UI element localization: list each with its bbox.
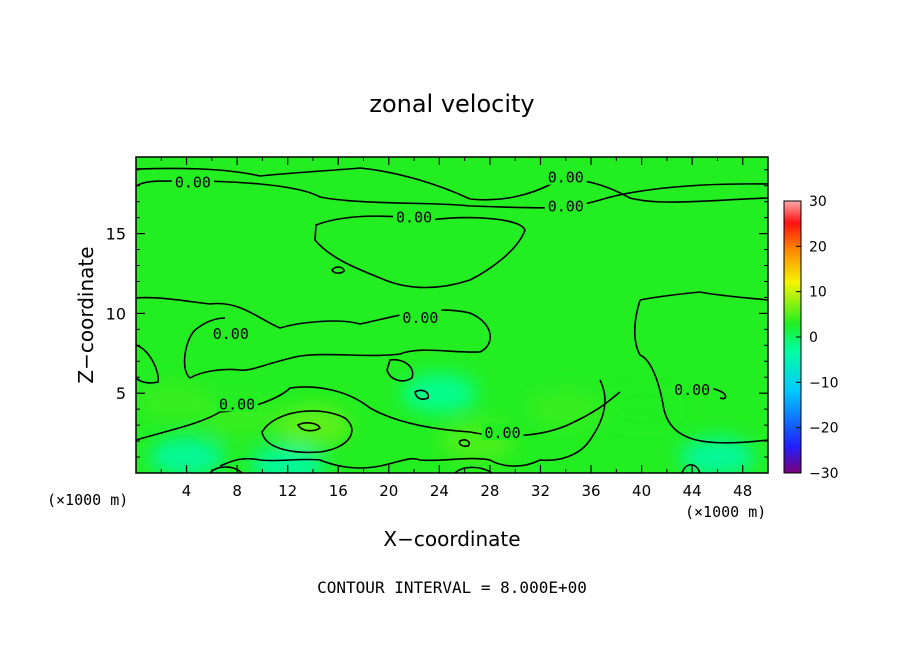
field-patch [527, 389, 604, 430]
y-ticks: 5 10 15 [106, 169, 768, 458]
x-tick-label: 8 [232, 482, 242, 500]
contour-label: 0.00 [548, 169, 584, 187]
contour-line [136, 386, 621, 441]
x-tick-label: 4 [182, 482, 192, 500]
contour-line [136, 344, 160, 384]
x-tick-label: 32 [531, 482, 550, 500]
x-tick-label: 12 [278, 482, 297, 500]
contour-label: 0.00 [548, 197, 584, 215]
colorbar-tick-label: −30 [809, 466, 839, 482]
x-unit-left: (×1000 m) [47, 491, 128, 509]
contour-label: 0.00 [213, 325, 249, 343]
x-tick-label: 44 [683, 482, 702, 500]
contour-label-bg [544, 167, 587, 185]
contour-line [454, 466, 493, 473]
x-tick-label: 40 [632, 482, 651, 500]
field-patch [136, 381, 212, 422]
colorbar: 30 20 10 0 −10 −20 −30 [783, 194, 839, 482]
colorbar-ticks: 30 20 10 0 −10 −20 −30 [796, 194, 839, 482]
y-tick-label: 5 [116, 384, 126, 403]
contour-label: 0.00 [219, 395, 255, 413]
contour-label: 0.00 [484, 424, 520, 442]
contour-line [633, 299, 768, 444]
contour-line [458, 439, 471, 447]
contour-line [136, 167, 768, 203]
x-tick-label: 28 [480, 482, 499, 500]
contour-label-bg [544, 196, 587, 214]
x-unit-right: (×1000 m) [685, 503, 766, 521]
x-ticks: 4 8 12 16 20 24 28 32 36 40 44 48 [160, 157, 752, 500]
contour-label-bg [393, 207, 436, 225]
contour-line [414, 389, 430, 400]
contour-label-bg [399, 308, 442, 326]
x-tick-label: 48 [733, 482, 752, 500]
contour-label: 0.00 [175, 174, 211, 192]
colorbar-tick-label: 30 [809, 194, 827, 210]
contour-line [136, 296, 492, 379]
contour-interval-note: CONTOUR INTERVAL = 8.000E+00 [317, 578, 587, 597]
y-tick-label: 15 [106, 225, 126, 244]
contour-label-bg [209, 324, 252, 342]
contour-line [331, 266, 345, 274]
colorbar-tick-label: 20 [809, 239, 827, 255]
colorbar-tick-label: −10 [809, 375, 839, 391]
x-tick-label: 16 [329, 482, 348, 500]
contour-label-bg [171, 172, 214, 190]
field-patch [401, 373, 478, 414]
chart-title: zonal velocity [369, 90, 534, 118]
contour-line [386, 358, 414, 382]
field-patch [148, 437, 225, 473]
field-patch [274, 405, 351, 446]
x-tick-label: 20 [379, 482, 398, 500]
colorbar-tick-label: 0 [809, 330, 818, 346]
contour-line [639, 291, 768, 301]
contour-label: 0.00 [402, 309, 438, 327]
contour-label: 0.00 [674, 381, 710, 399]
field-patch [603, 389, 680, 430]
contour-label-bg [671, 380, 714, 398]
y-tick-label: 10 [106, 304, 126, 323]
x-tick-label: 36 [581, 482, 600, 500]
contour-line [261, 410, 353, 454]
contour-line [681, 463, 701, 473]
plot-frame [135, 156, 769, 474]
x-tick-label: 24 [430, 482, 449, 500]
x-axis-label: X−coordinate [383, 527, 520, 551]
contour-label: 0.00 [396, 209, 432, 227]
field-patch [679, 437, 756, 473]
contour-line [219, 379, 606, 469]
colorbar-tick-label: 10 [809, 285, 827, 301]
contour-label-bg [216, 394, 259, 412]
colorbar-tick-label: −20 [809, 421, 839, 437]
contour-label-bg [481, 423, 524, 441]
y-axis-label: Z−coordinate [74, 246, 98, 383]
contour-line [296, 422, 321, 432]
